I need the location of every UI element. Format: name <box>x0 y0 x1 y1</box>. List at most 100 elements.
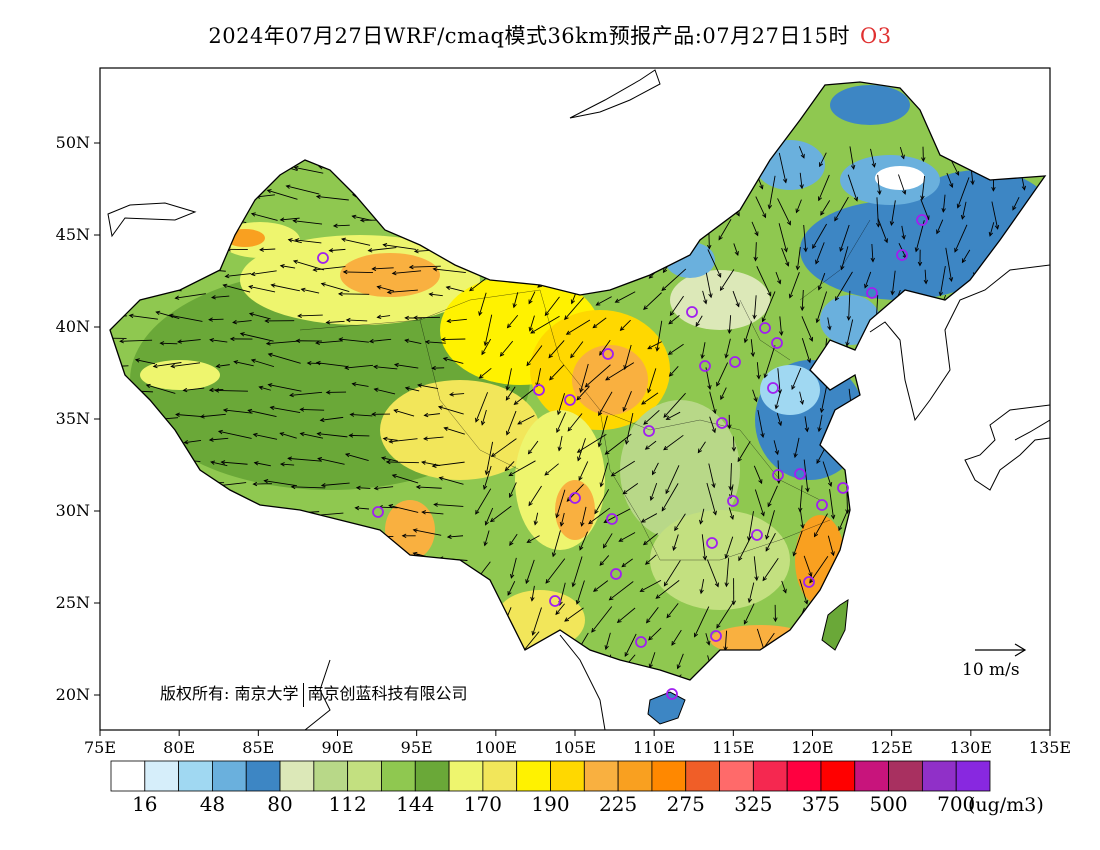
colorbar-tick-label: 325 <box>734 792 773 816</box>
wind-arrow <box>876 197 881 228</box>
species-label: O3 <box>860 24 892 48</box>
x-tick-label: 100E <box>475 738 517 757</box>
wind-arrow <box>795 199 802 214</box>
wind-arrow <box>920 175 926 201</box>
copyright-owner-label: 版权所有: <box>160 684 230 703</box>
wind-arrow <box>285 184 320 195</box>
wind-arrow <box>718 218 732 241</box>
x-tick-label: 135E <box>1029 738 1071 757</box>
colorbar-tick-label: 112 <box>328 792 367 816</box>
wind-arrow <box>956 177 970 209</box>
colorbar-tick-label: 16 <box>132 792 158 816</box>
copyright-org-1: 南京大学 <box>234 684 299 703</box>
y-tick-label: 20N <box>56 685 90 704</box>
wind-arrow <box>961 249 971 264</box>
wind-arrow <box>707 249 722 278</box>
colorbar-swatch <box>381 760 416 792</box>
wind-arrow <box>812 223 827 249</box>
colorbar-swatch <box>347 760 382 792</box>
wind-arrow <box>778 152 788 184</box>
wind-arrow <box>777 198 791 226</box>
colorbar <box>110 760 991 792</box>
colorbar-tick-label: 144 <box>396 792 435 816</box>
wind-arrow <box>898 174 907 195</box>
copyright-note: 版权所有: 南京大学 南京创蓝科技有限公司 <box>160 680 468 707</box>
wind-arrow <box>960 201 967 220</box>
wind-arrow <box>798 146 805 159</box>
wind-arrow <box>778 223 788 253</box>
copyright-divider <box>302 682 304 707</box>
x-tick-label: 85E <box>242 738 274 757</box>
colorbar-swatch <box>651 760 687 792</box>
wind-arrow <box>799 172 804 190</box>
wind-arrow <box>849 146 856 170</box>
wind-arrow <box>945 247 954 283</box>
colorbar-swatch <box>516 760 551 792</box>
colorbar-swatch <box>955 760 991 792</box>
wind-arrow <box>834 196 849 222</box>
colorbar-tick-label: 48 <box>199 792 226 816</box>
wind-arrow <box>840 246 849 271</box>
x-tick-label: 105E <box>554 738 596 757</box>
colorbar-swatch <box>245 760 281 792</box>
colorbar-swatch <box>110 760 146 792</box>
colorbar-swatch <box>888 760 923 792</box>
y-tick-label: 25N <box>56 593 90 612</box>
wind-arrow <box>921 146 926 163</box>
x-axis: 75E 80E 85E 90E 95E 100E 105E 110E 115E 120E 125E 1… <box>84 730 1071 757</box>
wind-arrow <box>259 247 276 252</box>
map-title: 2024年07月27日WRF/cmaq模式36km预报产品:07月27日15时 O… <box>0 20 1100 50</box>
wind-arrow <box>755 196 767 219</box>
x-tick-label: 95E <box>401 738 433 757</box>
colorbar-swatch <box>448 760 484 792</box>
x-tick-label: 120E <box>791 738 833 757</box>
wind-arrow <box>294 238 322 244</box>
wind-arrow <box>820 200 831 216</box>
wind-arrow <box>1012 196 1020 211</box>
colorbar-swatch <box>719 760 754 792</box>
wind-arrow <box>991 201 1000 230</box>
y-axis: 50N 45N 40N 35N 30N 25N 20N <box>56 133 100 704</box>
wind-arrow <box>877 174 882 196</box>
colorbar-unit: (ug/m3) <box>968 794 1044 816</box>
wind-arrow <box>315 194 349 201</box>
colorbar-tick-label: 80 <box>267 792 293 816</box>
wind-arrow <box>803 224 808 253</box>
wind-arrow <box>341 237 371 246</box>
wind-arrow <box>899 146 905 160</box>
wind-arrow <box>889 200 896 227</box>
wind-arrow <box>946 172 954 189</box>
wind-arrow <box>795 246 801 271</box>
y-tick-label: 35N <box>56 409 90 428</box>
colorbar-tick-label: 170 <box>463 792 502 816</box>
coastlines <box>107 69 1050 730</box>
x-tick-label: 125E <box>871 738 913 757</box>
colorbar-swatch <box>583 760 619 792</box>
colorbar-swatch <box>820 760 856 792</box>
wind-arrow <box>250 212 278 221</box>
x-tick-label: 115E <box>712 738 754 757</box>
wind-arrow <box>382 242 417 250</box>
colorbar-swatch <box>414 760 450 792</box>
title-text: 2024年07月27日WRF/cmaq模式36km预报产品:07月27日15时 <box>208 24 851 48</box>
copyright-org-2: 南京创蓝科技有限公司 <box>307 684 468 703</box>
colorbar-swatch <box>921 760 957 792</box>
colorbar-swatch <box>752 760 788 792</box>
colorbar-tick-label: 275 <box>666 792 705 816</box>
wind-arrow <box>767 175 776 210</box>
y-tick-label: 50N <box>56 133 90 152</box>
wind-arrow <box>901 225 906 240</box>
wind-arrow <box>367 247 397 253</box>
colorbar-swatch <box>313 760 349 792</box>
colorbar-swatch <box>279 760 315 792</box>
colorbar-swatch <box>854 760 889 792</box>
wind-arrow <box>847 174 859 202</box>
colorbar-tick-label: 225 <box>599 792 638 816</box>
wind-arrow <box>877 217 889 244</box>
wind-arrow <box>328 248 346 253</box>
x-tick-label: 75E <box>84 738 116 757</box>
colorbar-swatch <box>212 760 247 792</box>
wind-arrow <box>917 249 923 267</box>
colorbar-swatch <box>144 760 180 792</box>
